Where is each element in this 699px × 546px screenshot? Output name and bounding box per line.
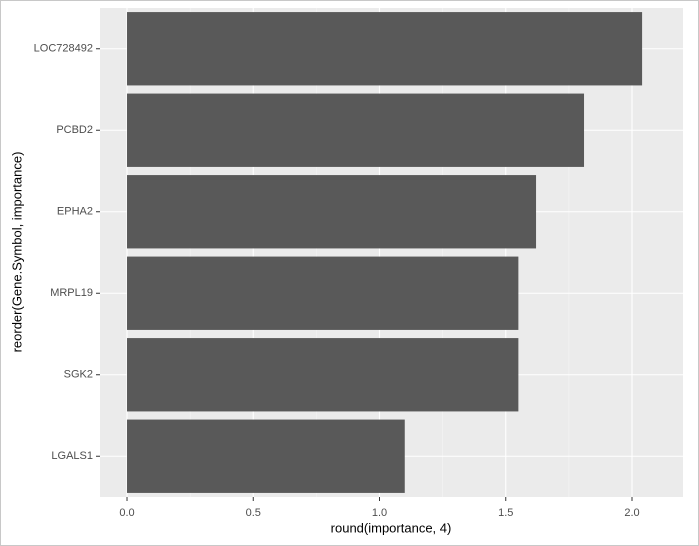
x-axis-title: round(importance, 4): [331, 520, 452, 535]
y-tick-label: SGK2: [64, 369, 93, 381]
bar: [127, 419, 405, 493]
x-tick-label: 1.0: [372, 507, 387, 519]
y-tick-label: LOC728492: [34, 43, 93, 55]
y-tick-label: EPHA2: [57, 206, 93, 218]
bar: [127, 12, 643, 86]
bar: [127, 93, 585, 167]
x-tick-label: 1.5: [498, 507, 513, 519]
y-tick-label: MRPL19: [50, 287, 93, 299]
panel: [100, 8, 683, 497]
bar: [127, 175, 537, 249]
bar: [127, 338, 519, 412]
x-tick-label: 0.0: [119, 507, 134, 519]
x-tick-label: 0.5: [246, 507, 261, 519]
bar: [127, 256, 519, 330]
watermark: https://blog.csdn.net/wish_to_top: [486, 520, 690, 536]
y-tick-label: PCBD2: [56, 124, 93, 136]
x-tick-label: 2.0: [624, 507, 639, 519]
y-axis-title: reorder(Gene.Symbol, importance): [9, 152, 24, 353]
y-tick-label: LGALS1: [51, 450, 93, 462]
marks: [127, 12, 643, 493]
